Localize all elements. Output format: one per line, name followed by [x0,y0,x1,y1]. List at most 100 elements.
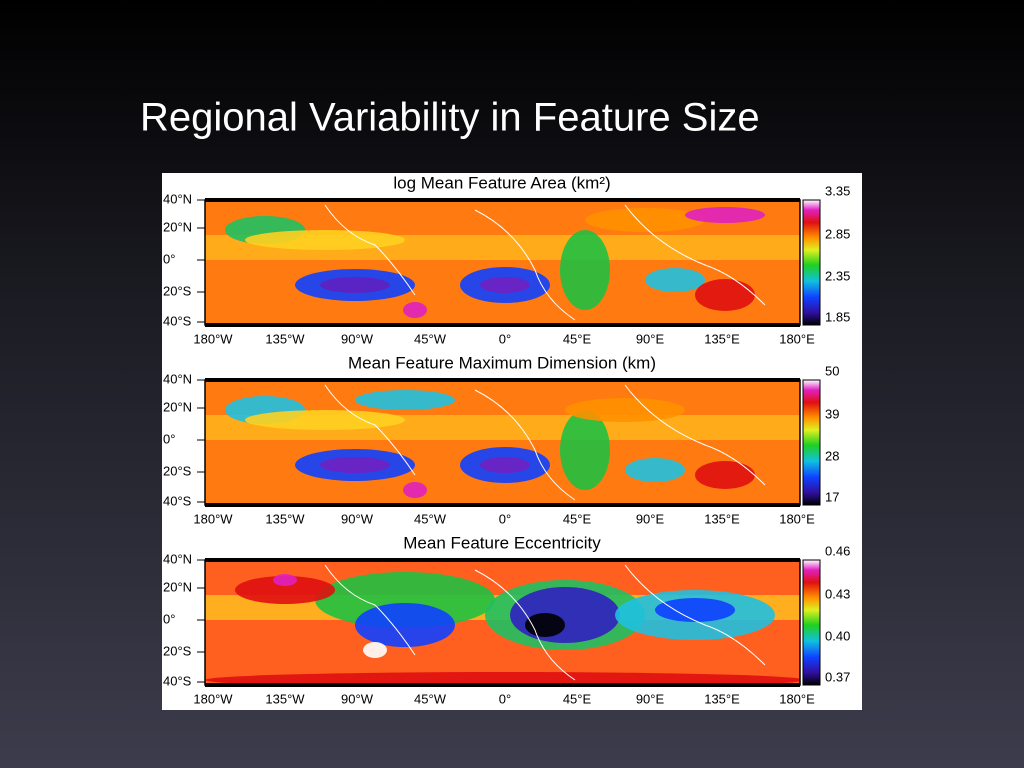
longitude-label: 0° [499,691,511,706]
latitude-label: 40°S [163,673,192,688]
longitude-label: 180°E [779,511,815,526]
map-panel: Mean Feature Maximum Dimension (km) 40°N 2… [163,353,839,526]
coastline [324,384,766,501]
map-feature [645,268,705,292]
map-feature [480,457,530,473]
colorbar-label: 1.85 [825,309,850,324]
colorbar-label: 2.85 [825,226,850,241]
map-feature [685,207,765,223]
map-feature [205,672,800,685]
latitude-label: 40°N [163,191,192,206]
latitude-label: 0° [163,611,175,626]
longitude-label: 90°W [341,691,374,706]
colorbar-label: 2.35 [825,268,850,283]
colorbar-label: 0.40 [825,628,850,643]
latitude-label: 40°N [163,551,192,566]
map-feature [480,277,530,293]
colorbar-label: 28 [825,448,839,463]
longitude-label: 180°W [193,331,233,346]
map-field [205,200,800,325]
panel-title: Mean Feature Eccentricity [403,533,601,552]
longitude-label: 45°E [563,331,592,346]
map-feature [245,410,405,430]
map-feature [560,230,610,310]
longitude-label: 135°W [265,511,305,526]
latitude-label: 20°N [163,579,192,594]
map-feature [320,457,390,473]
longitude-label: 135°E [704,691,740,706]
map-feature [315,572,495,628]
map-feature [695,279,755,311]
map-feature [320,277,390,293]
map-feature [403,482,427,498]
longitude-label: 180°E [779,691,815,706]
colorbar [802,199,821,326]
latitude-label: 20°N [163,399,192,414]
slide-title: Regional Variability in Feature Size [140,96,760,140]
latitude-label: 20°N [163,219,192,234]
longitude-label: 90°E [636,331,665,346]
colorbar-label: 0.46 [825,543,850,558]
map-feature [525,613,565,637]
longitude-label: 45°W [414,691,447,706]
longitude-label: 90°W [341,331,374,346]
longitude-label: 135°E [704,511,740,526]
latitude-label: 20°S [163,643,192,658]
longitude-label: 90°W [341,511,374,526]
latitude-label: 20°S [163,463,192,478]
latitude-label: 40°S [163,313,192,328]
longitude-label: 45°W [414,511,447,526]
map-panel: Mean Feature Eccentricity 40°N 20°N 0° 20°S 4… [163,533,850,706]
map-feature [585,208,705,232]
colorbar [802,379,821,506]
colorbar-label: 0.37 [825,669,850,684]
map-feature [560,410,610,490]
latitude-label: 40°S [163,493,192,508]
map-feature [245,230,405,250]
map-feature [655,598,735,622]
colorbar-label: 3.35 [825,183,850,198]
longitude-label: 45°E [563,511,592,526]
figure: log Mean Feature Area (km²) 40°N 20°N 0° 20°… [163,173,850,706]
map-feature [355,603,455,647]
map-feature [355,390,455,410]
map-feature [403,302,427,318]
map-panel: log Mean Feature Area (km²) 40°N 20°N 0° 20°… [163,173,850,346]
longitude-label: 135°E [704,331,740,346]
longitude-label: 45°E [563,691,592,706]
map-base [205,380,800,505]
latitude-label: 0° [163,431,175,446]
longitude-label: 180°E [779,331,815,346]
colorbar-label: 50 [825,363,839,378]
colorbar-label: 17 [825,489,839,504]
longitude-label: 90°E [636,691,665,706]
longitude-label: 180°W [193,511,233,526]
colorbar [802,559,821,686]
longitude-label: 45°W [414,331,447,346]
panel-title: Mean Feature Maximum Dimension (km) [348,353,656,372]
map-feature [565,398,685,422]
latitude-label: 0° [163,251,175,266]
longitude-label: 135°W [265,331,305,346]
map-feature [235,576,335,604]
latitude-label: 20°S [163,283,192,298]
map-feature [625,458,685,482]
map-feature [363,642,387,658]
coastline [324,204,766,321]
colorbar-label: 0.43 [825,586,850,601]
panel-title: log Mean Feature Area (km²) [393,173,610,192]
map-feature [273,574,297,586]
map-field [205,380,800,505]
longitude-label: 0° [499,511,511,526]
coastline [324,564,766,681]
longitude-label: 135°W [265,691,305,706]
latitude-label: 40°N [163,371,192,386]
map-field [205,560,800,685]
colorbar-label: 39 [825,406,839,421]
longitude-label: 180°W [193,691,233,706]
longitude-label: 0° [499,331,511,346]
longitude-label: 90°E [636,511,665,526]
map-feature [695,461,755,489]
